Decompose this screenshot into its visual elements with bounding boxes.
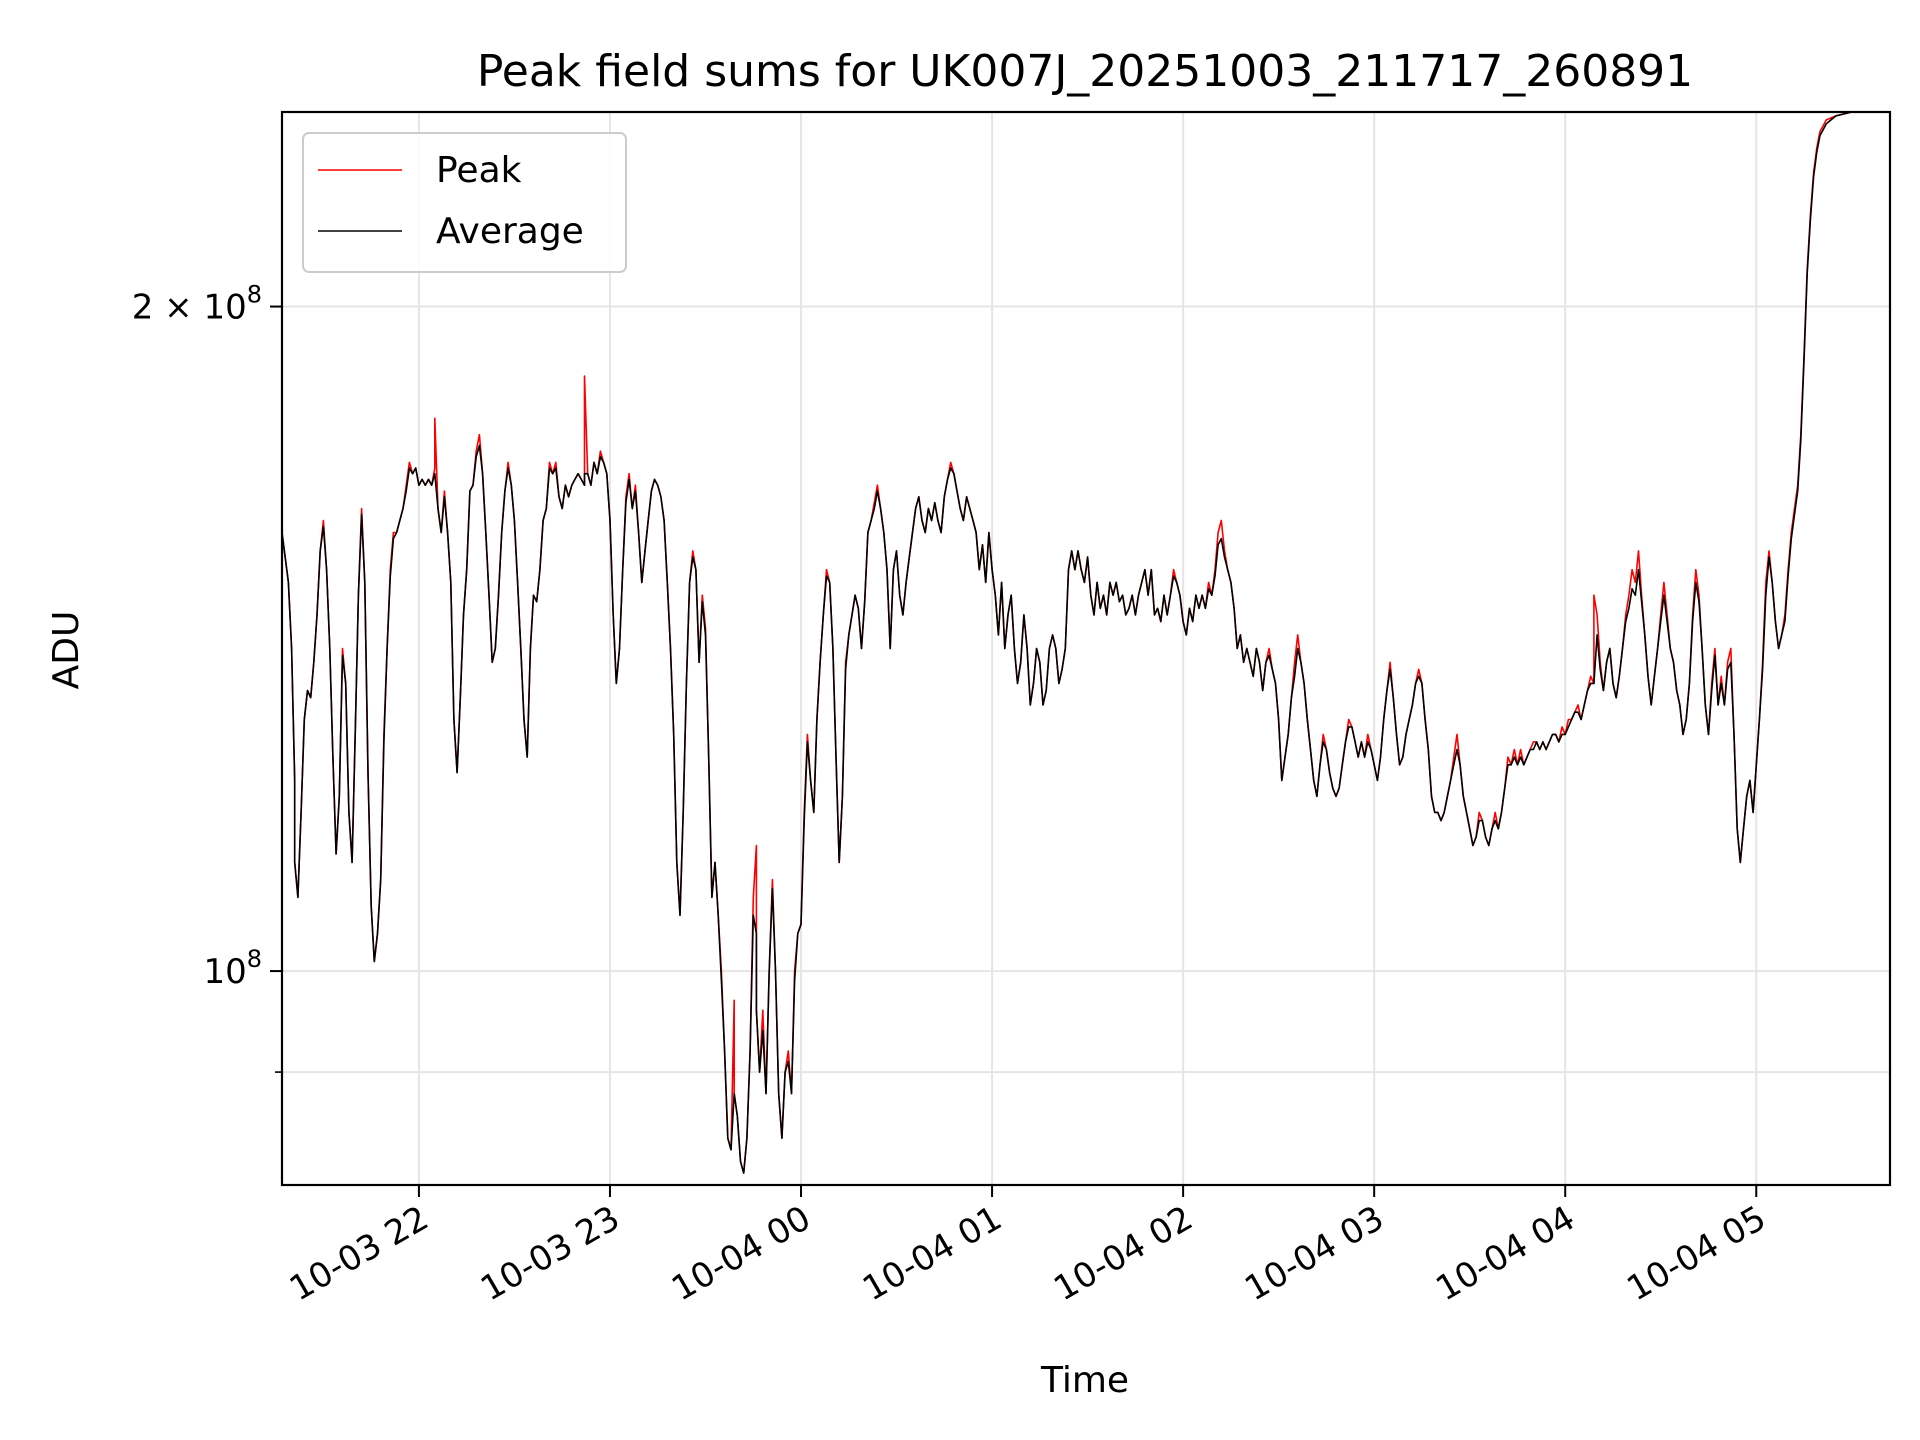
y-tick-label: 2 × 108 bbox=[132, 281, 262, 328]
x-axis-title: Time bbox=[1040, 1360, 1129, 1401]
y-tick-label: 108 bbox=[203, 945, 262, 992]
legend-average-label: Average bbox=[436, 211, 584, 252]
legend: Peak Average bbox=[302, 132, 627, 273]
series-line-average bbox=[281, 111, 1890, 1174]
plot-frame bbox=[280, 110, 1892, 1187]
y-axis: 108 2 × 108 bbox=[132, 281, 282, 1073]
grid bbox=[282, 112, 1890, 1185]
y-axis-title: ADU bbox=[46, 611, 87, 690]
chart-title: Peak field sums for UK007J_20251003_2117… bbox=[477, 46, 1693, 97]
series-layer bbox=[281, 111, 1890, 1174]
legend-peak-label: Peak bbox=[436, 150, 522, 191]
legend-box bbox=[302, 132, 627, 273]
